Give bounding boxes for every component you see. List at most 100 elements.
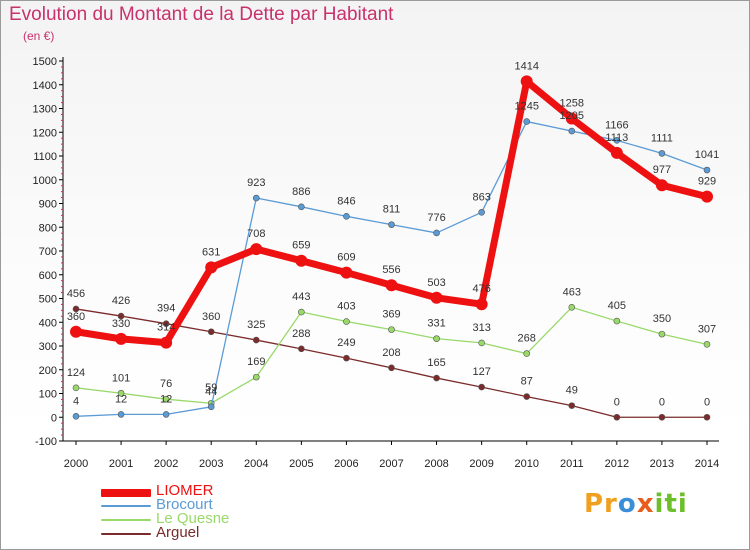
data-point [433,229,440,237]
data-point [520,75,533,88]
data-label: 1414 [514,60,538,72]
data-label: 1245 [514,101,538,113]
data-point [565,112,578,125]
chart-title: Evolution du Montant de la Dette par Hab… [9,4,394,25]
legend-swatch [101,533,151,535]
data-label: 403 [337,301,355,313]
data-point [433,374,440,382]
logo-part: iti [654,489,688,519]
data-label: 325 [247,319,265,331]
data-label: 1041 [695,149,719,161]
data-point [433,335,440,342]
y-tick-label: 1000 [33,175,57,187]
data-label: 330 [112,318,130,330]
chart-subtitle: (en €) [23,29,55,43]
x-tick-label: 2011 [560,458,584,470]
logo-part: Pr [584,489,618,519]
legend-swatch [101,505,151,507]
data-label: 165 [427,357,445,369]
data-point [388,364,395,372]
x-tick-label: 2005 [289,458,313,470]
x-tick-label: 2002 [154,458,178,470]
data-label: 708 [247,228,265,240]
data-label: 49 [566,385,578,397]
data-point [478,339,485,347]
data-label: 503 [427,277,445,289]
data-point [478,208,485,216]
data-label: 929 [698,176,716,188]
legend-label: LIOMER [156,482,214,499]
data-label: 12 [115,393,127,405]
data-point [703,341,711,348]
y-tick-label: 500 [39,294,57,306]
y-tick-label: 600 [39,270,57,282]
data-label: 456 [67,288,85,300]
data-point [72,305,80,313]
data-label: 127 [472,366,490,378]
y-tick-label: 1500 [33,56,57,68]
y-tick-label: 1200 [33,127,57,139]
data-point [343,354,350,362]
data-label: 208 [382,347,400,359]
y-tick-label: 300 [39,341,57,353]
data-point [162,411,170,418]
data-label: 394 [157,303,175,315]
legend-label: Arguel [156,524,200,541]
data-label: 59 [205,382,217,394]
data-label: 350 [653,313,671,325]
data-point [117,389,125,397]
data-label: 124 [67,367,85,379]
data-point [568,402,576,409]
data-label: 44 [205,386,217,398]
data-label: 863 [472,191,490,203]
data-label: 631 [202,246,220,258]
data-label: 288 [292,328,310,340]
legend-swatch [101,489,151,497]
data-label: 307 [698,323,716,335]
data-label: 268 [518,333,536,345]
data-point [162,395,170,403]
data-point [703,166,711,174]
data-point [298,203,305,211]
legend-item-le-quesne: Le Quesne [101,510,301,527]
data-point [72,384,80,392]
legend-label: Le Quesne [156,510,230,527]
data-label: 360 [67,311,85,323]
x-tick-label: 2007 [379,458,403,470]
data-label: 360 [202,311,220,323]
data-point [388,221,395,228]
data-point [523,350,531,357]
data-point [298,308,305,316]
data-point [340,266,353,279]
data-label: 169 [247,356,265,368]
data-point [568,127,576,135]
y-tick-label: 1100 [33,151,57,163]
data-label: 331 [427,318,445,330]
y-tick-label: 200 [39,365,57,377]
data-point [613,413,621,421]
data-label: 609 [337,252,355,264]
data-label: 87 [521,376,533,388]
y-tick-label: 700 [39,246,57,258]
data-point [478,383,485,391]
data-point [343,213,350,220]
data-point [701,190,713,203]
data-label: 1111 [651,132,673,144]
x-tick-label: 2006 [334,458,358,470]
data-point [655,179,668,192]
legend-swatch [101,519,151,521]
proxiti-logo: Proxiti [584,489,688,519]
data-point [70,325,82,338]
legend-item-arguel: Arguel [101,524,301,541]
data-label: 1166 [605,119,629,131]
x-tick-label: 2008 [424,458,448,470]
data-point [658,330,666,338]
data-point [252,336,260,344]
y-tick-label: -100 [35,436,57,448]
data-point [162,320,170,327]
data-label: 101 [112,372,130,384]
legend-item-brocourt: Brocourt [101,497,301,513]
x-tick-label: 2012 [605,458,629,470]
y-tick-label: 1400 [33,80,57,92]
